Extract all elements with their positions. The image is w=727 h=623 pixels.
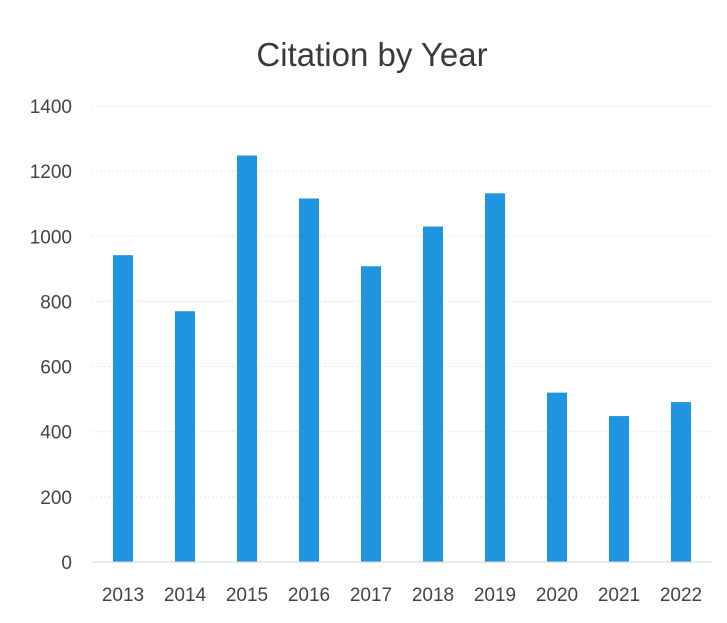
x-tick-label: 2019 <box>474 585 516 606</box>
x-tick-label: 2013 <box>102 585 144 606</box>
bar-2018 <box>423 226 443 562</box>
bar-2022 <box>671 402 691 562</box>
x-tick-label: 2018 <box>412 585 454 606</box>
x-axis-ticks: 2013 2014 2015 2016 2017 2018 2019 2020 2021 2022 <box>102 585 702 606</box>
y-tick-label: 1000 <box>30 227 72 248</box>
bar-2016 <box>299 198 319 562</box>
y-tick-label: 200 <box>40 488 72 509</box>
x-tick-label: 2017 <box>350 585 392 606</box>
bar-2020 <box>547 392 567 562</box>
x-tick-label: 2015 <box>226 585 268 606</box>
bar-2014 <box>175 311 195 562</box>
bars <box>113 155 691 563</box>
bar-2015 <box>237 155 257 562</box>
x-tick-label: 2021 <box>598 585 640 606</box>
bar-2013 <box>113 255 133 563</box>
x-tick-label: 2014 <box>164 585 207 606</box>
x-tick-label: 2020 <box>536 585 578 606</box>
bar-2021 <box>609 416 629 562</box>
y-tick-label: 1200 <box>30 162 72 183</box>
bar-2017 <box>361 266 381 562</box>
y-tick-label: 0 <box>61 553 72 574</box>
x-tick-label: 2016 <box>288 585 330 606</box>
chart-title: Citation by Year <box>256 36 487 73</box>
x-tick-label: 2022 <box>660 585 702 606</box>
y-tick-label: 600 <box>40 358 72 379</box>
y-axis-ticks: 0 200 400 600 800 1000 1200 1400 <box>30 97 72 574</box>
bar-2019 <box>485 193 505 562</box>
y-tick-label: 1400 <box>30 97 72 118</box>
y-tick-label: 400 <box>40 423 72 444</box>
gridlines <box>92 105 712 498</box>
y-tick-label: 800 <box>40 292 72 313</box>
